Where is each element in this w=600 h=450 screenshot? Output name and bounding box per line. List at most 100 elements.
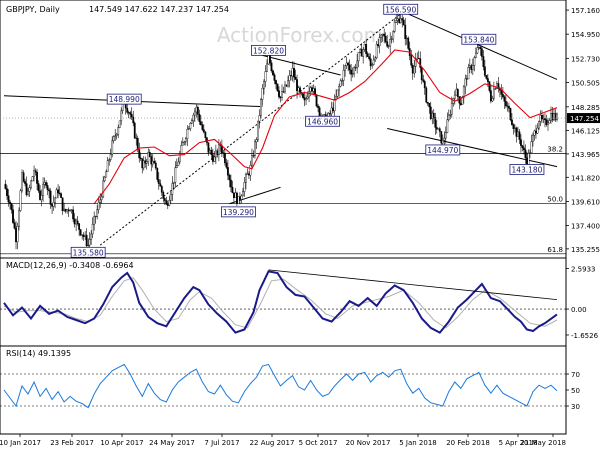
candle-body bbox=[363, 43, 366, 50]
candle-body bbox=[473, 57, 476, 66]
candle-body bbox=[6, 188, 8, 197]
candle-body bbox=[542, 118, 545, 120]
candle-body bbox=[291, 68, 294, 77]
callout-box bbox=[509, 164, 545, 175]
candle-body bbox=[497, 83, 500, 89]
candle-body bbox=[237, 196, 240, 204]
candle-body bbox=[76, 220, 79, 224]
candle-body bbox=[455, 89, 458, 96]
price-tick-label: 157.160 bbox=[571, 7, 600, 15]
macd-tick-label: 0.00 bbox=[571, 306, 587, 314]
callout-box bbox=[106, 93, 142, 105]
candle-body bbox=[541, 115, 543, 120]
candle-body bbox=[344, 65, 347, 71]
rsi-panel-frame bbox=[0, 345, 567, 435]
candle-body bbox=[362, 49, 365, 57]
candle-body bbox=[506, 105, 509, 107]
candle-body bbox=[105, 171, 108, 178]
candle-body bbox=[411, 65, 414, 74]
candle-body bbox=[401, 18, 404, 21]
rsi-tick-label: 50 bbox=[571, 387, 580, 395]
candle-body bbox=[293, 68, 295, 78]
candle-body bbox=[551, 113, 554, 121]
candle-body bbox=[10, 203, 13, 210]
candle-body bbox=[523, 147, 525, 151]
candle-body bbox=[31, 176, 34, 182]
candle-body bbox=[37, 183, 40, 192]
candle-body bbox=[441, 140, 444, 144]
candle-body bbox=[489, 90, 492, 102]
candle-body bbox=[550, 113, 552, 121]
candle-body bbox=[117, 127, 120, 135]
candle-body bbox=[438, 128, 441, 132]
macd-panel: 2.5933 0.00 -1.6526 MACD(12,26,9) -0.3408 … bbox=[0, 257, 599, 347]
candle-body bbox=[187, 128, 190, 130]
candle-body bbox=[171, 183, 174, 195]
candle-body bbox=[494, 88, 497, 90]
candle-body bbox=[178, 153, 181, 163]
fib-level-label: 61.8 bbox=[547, 246, 563, 254]
candle-body bbox=[351, 73, 354, 75]
candle-body bbox=[24, 181, 26, 184]
candle-body bbox=[82, 234, 85, 237]
rsi-tick-label: 30 bbox=[571, 403, 580, 411]
candle-body bbox=[398, 18, 401, 23]
candle-body bbox=[51, 204, 53, 207]
candle-body bbox=[505, 101, 507, 107]
candle-body bbox=[426, 101, 429, 104]
trendline bbox=[262, 54, 341, 76]
price-tick-label: 148.285 bbox=[571, 104, 600, 112]
candle-body bbox=[476, 47, 479, 54]
candle-body bbox=[138, 149, 141, 159]
candle-body bbox=[450, 103, 453, 115]
candle-body bbox=[186, 129, 189, 139]
price-level-callout: 152.820 bbox=[251, 44, 286, 56]
candle-body bbox=[333, 98, 336, 112]
candle-body bbox=[339, 80, 342, 87]
callout-box bbox=[251, 44, 286, 56]
candle-body bbox=[315, 94, 318, 107]
candle-body bbox=[79, 229, 82, 235]
candle-body bbox=[318, 107, 321, 117]
candle-body bbox=[213, 156, 216, 162]
price-level-callout: 144.970 bbox=[425, 144, 461, 156]
candle-body bbox=[395, 20, 398, 23]
candle-body bbox=[356, 60, 359, 69]
candle-body bbox=[144, 160, 147, 164]
fib-level-label: 38.2 bbox=[547, 146, 563, 154]
candle-body bbox=[208, 150, 211, 153]
candle-body bbox=[485, 75, 488, 79]
candle-body bbox=[96, 209, 99, 217]
candle-body bbox=[518, 131, 521, 140]
candle-body bbox=[303, 97, 306, 101]
candle-body bbox=[338, 86, 341, 91]
last-price-box bbox=[567, 113, 600, 124]
candle-body bbox=[4, 183, 7, 189]
candle-body bbox=[165, 200, 168, 205]
time-tick-label: 24 May 2017 bbox=[149, 439, 195, 447]
candle-body bbox=[240, 195, 243, 200]
watermark: ActionForex.com bbox=[217, 23, 383, 47]
candle-body bbox=[85, 234, 88, 247]
candle-body bbox=[157, 179, 160, 184]
candle-body bbox=[21, 172, 23, 192]
candle-body bbox=[309, 87, 312, 92]
candle-body bbox=[12, 209, 14, 223]
candle-body bbox=[284, 84, 286, 93]
candle-body bbox=[482, 56, 485, 67]
candle-body bbox=[58, 192, 61, 194]
candle-body bbox=[410, 55, 413, 66]
candle-body bbox=[282, 91, 285, 93]
candle-body bbox=[521, 145, 524, 148]
candle-body bbox=[49, 190, 52, 205]
macd-line bbox=[3, 270, 558, 334]
candle-body bbox=[434, 117, 437, 128]
candle-body bbox=[254, 141, 256, 156]
candle-body bbox=[554, 113, 557, 120]
candle-body bbox=[348, 64, 351, 71]
candle-body bbox=[396, 18, 399, 21]
candle-body bbox=[386, 41, 389, 47]
trendline bbox=[99, 13, 402, 246]
price-level-callout: 146.960 bbox=[305, 115, 340, 127]
